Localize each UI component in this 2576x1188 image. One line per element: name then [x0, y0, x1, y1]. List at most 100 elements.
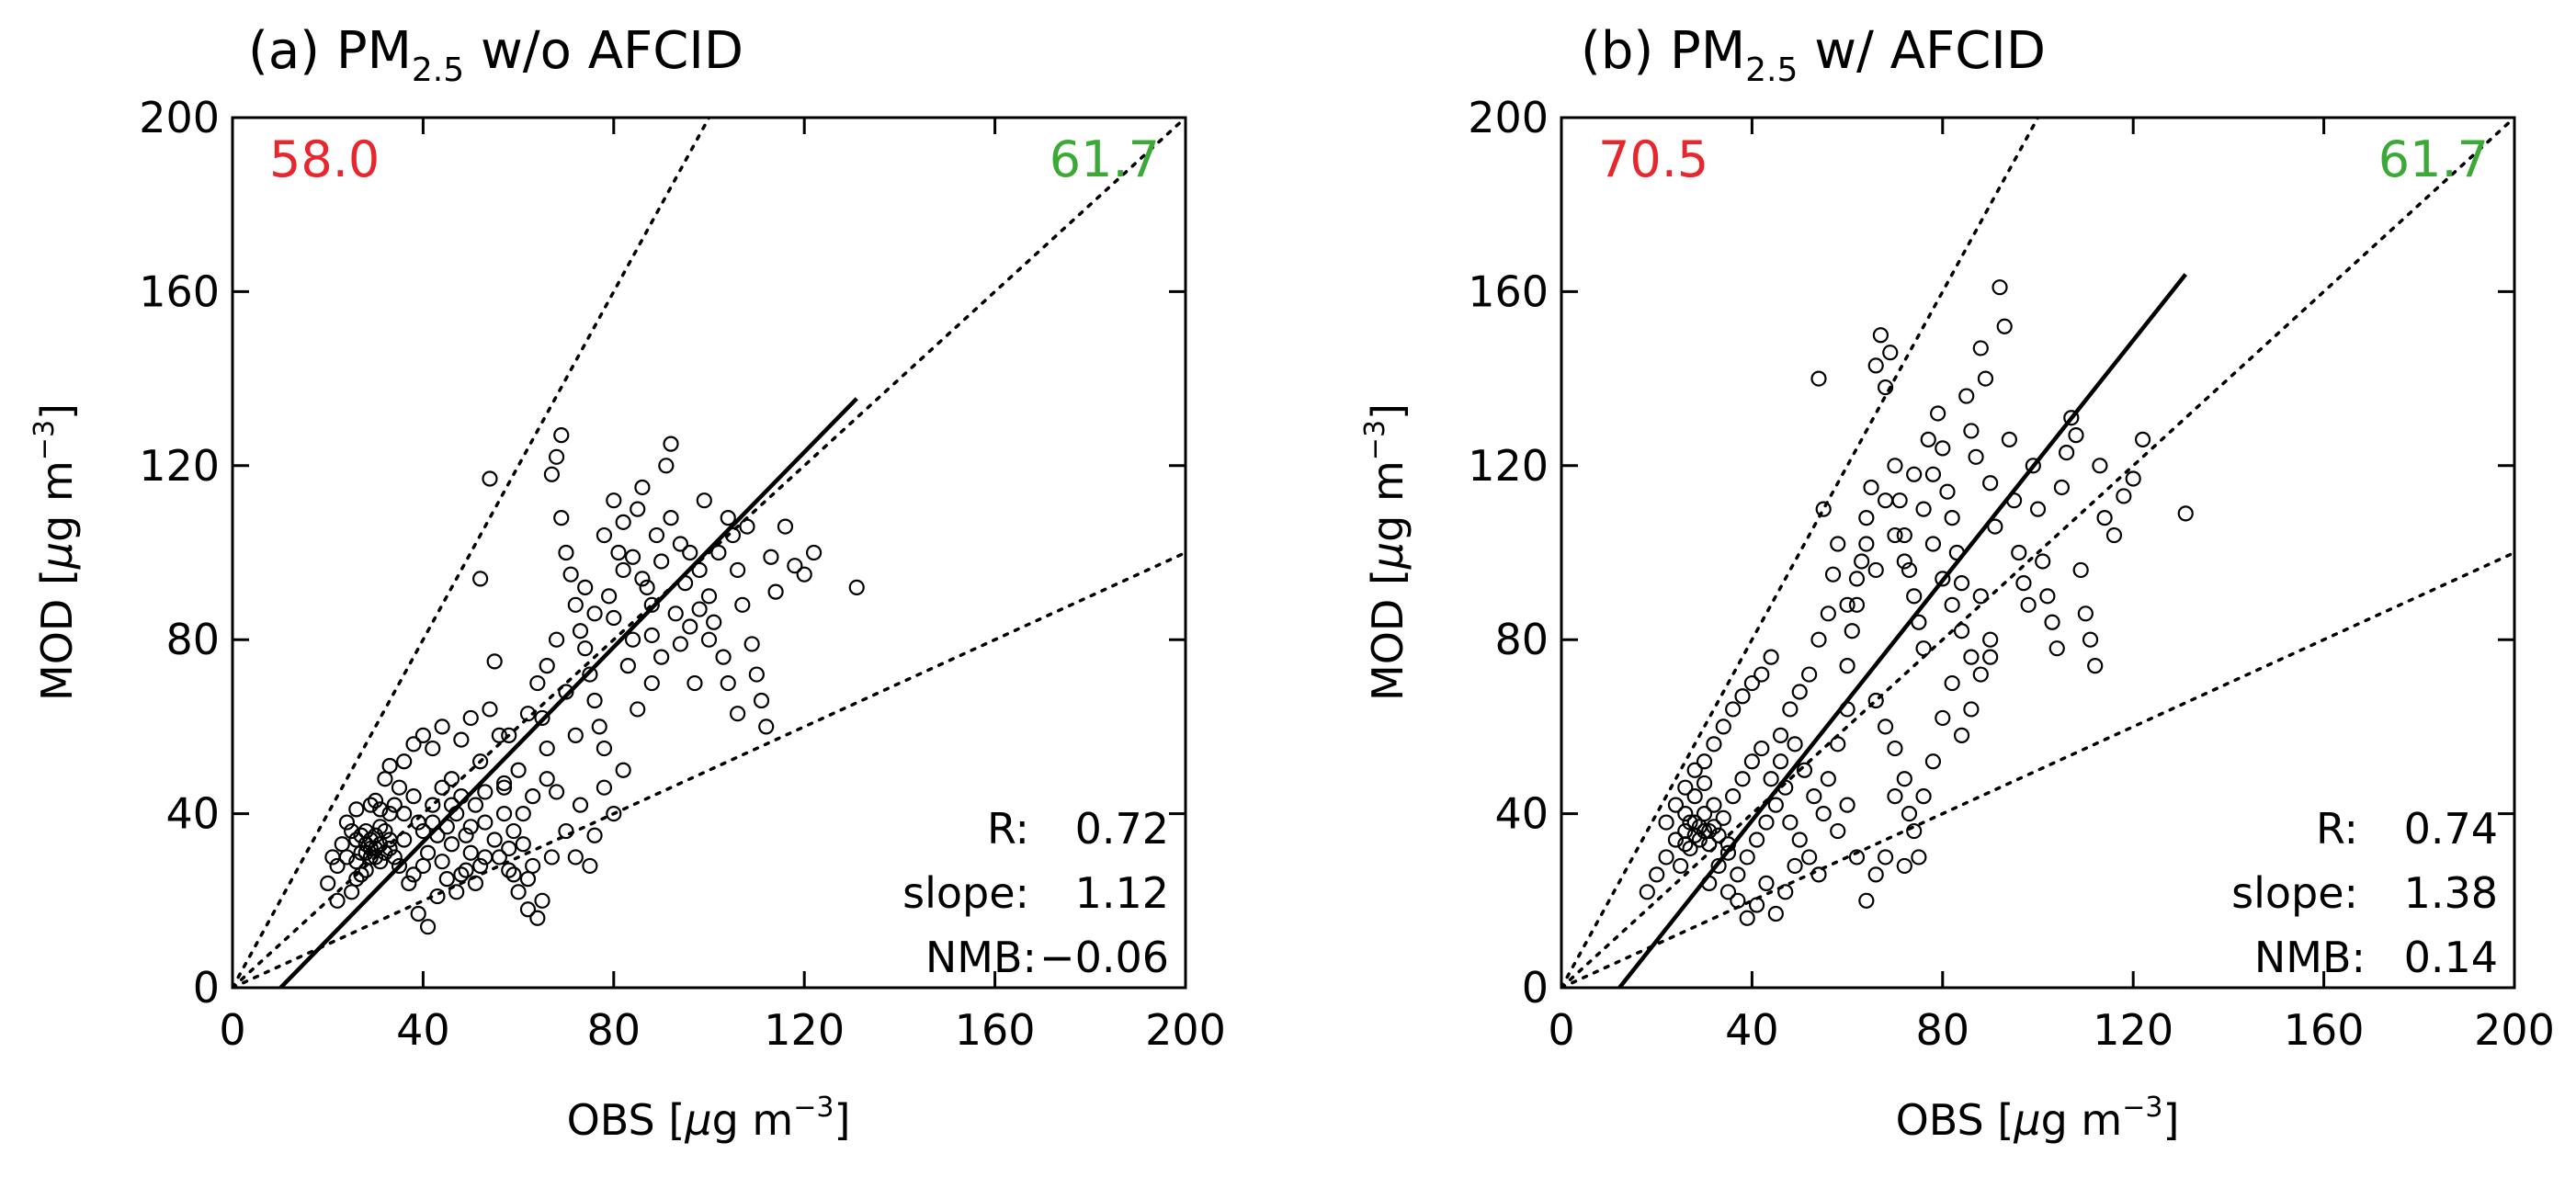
data-point	[848, 579, 865, 595]
data-point	[730, 706, 746, 722]
data-point	[610, 544, 627, 561]
data-point	[1667, 797, 1685, 813]
data-point	[510, 884, 527, 900]
data-point	[1696, 775, 1713, 792]
y-tick-label: 200	[1468, 93, 1549, 142]
data-point	[477, 849, 494, 866]
data-point	[639, 579, 655, 595]
data-point	[1677, 779, 1694, 796]
data-point	[2092, 458, 2108, 474]
data-point	[653, 649, 670, 665]
data-point	[1863, 479, 1879, 496]
data-point	[682, 544, 698, 561]
data-point	[1887, 526, 1903, 544]
data-point	[1777, 884, 1794, 900]
data-point	[1719, 884, 1737, 900]
data-point	[663, 510, 679, 526]
data-point	[582, 666, 598, 683]
data-point	[2096, 510, 2113, 526]
data-point	[582, 857, 598, 875]
data-point	[1673, 857, 1689, 875]
data-point	[453, 731, 470, 748]
data-point	[1782, 701, 1799, 718]
data-point	[1691, 819, 1708, 835]
data-point	[767, 583, 784, 600]
data-point	[472, 571, 489, 587]
data-point	[1767, 905, 1784, 922]
panel-a-obs-mean: 61.7	[1050, 130, 1160, 188]
data-point	[1649, 866, 1665, 883]
data-point	[1758, 875, 1775, 891]
data-point	[2001, 431, 2017, 447]
data-point	[1830, 822, 1846, 840]
data-point	[1867, 692, 1884, 709]
data-point	[2105, 526, 2123, 544]
data-point	[562, 566, 579, 583]
panel-a-y-axis-title: MOD [μg m−3]	[28, 403, 82, 701]
data-point	[429, 888, 446, 905]
data-point	[529, 674, 546, 692]
reference-line	[233, 550, 1186, 988]
panel-a-nmb-label: NMB:	[925, 933, 1037, 982]
data-point	[491, 727, 507, 743]
data-point	[515, 805, 531, 822]
data-point	[486, 832, 503, 848]
data-point	[2087, 658, 2104, 674]
data-point	[1891, 492, 1908, 509]
data-point	[1677, 836, 1694, 853]
data-point	[577, 640, 594, 657]
data-point	[1767, 797, 1784, 813]
data-point	[519, 706, 537, 722]
data-point	[386, 797, 403, 813]
data-point	[667, 605, 684, 622]
data-point	[1706, 797, 1722, 813]
data-point	[419, 844, 437, 861]
data-point	[630, 501, 646, 517]
data-point	[1953, 575, 1970, 592]
data-point	[458, 862, 474, 878]
data-point	[1701, 822, 1718, 840]
data-point	[720, 510, 736, 526]
data-point	[1901, 805, 1918, 822]
data-point	[1658, 849, 1674, 866]
data-point	[353, 844, 369, 861]
data-point	[606, 609, 622, 627]
data-point	[486, 653, 503, 670]
data-point	[586, 692, 603, 709]
data-point	[410, 905, 426, 922]
data-point	[462, 709, 479, 727]
data-point	[567, 596, 584, 613]
panel-b-frame	[1560, 116, 2516, 990]
panel-b-clipped-layer	[1561, 118, 2514, 988]
data-point	[687, 674, 703, 692]
data-point	[2082, 631, 2099, 648]
data-point	[724, 526, 742, 544]
data-point	[1696, 753, 1713, 770]
data-point	[1877, 849, 1894, 866]
data-point	[348, 801, 365, 818]
data-point	[2059, 444, 2075, 461]
panel-a-plot-area	[233, 118, 1186, 988]
data-point	[1877, 379, 1894, 396]
data-point	[462, 819, 479, 835]
data-point	[706, 614, 722, 630]
data-point	[377, 771, 393, 787]
data-point	[396, 832, 413, 848]
y-tick-label: 80	[165, 615, 220, 664]
data-point	[405, 788, 422, 805]
data-point	[615, 514, 631, 530]
data-point	[1848, 596, 1866, 613]
data-point	[534, 709, 550, 727]
data-point	[510, 762, 527, 778]
data-point	[1896, 553, 1912, 570]
data-point	[1772, 753, 1789, 770]
y-tick-label: 0	[1522, 963, 1549, 1013]
data-point	[2025, 458, 2041, 474]
data-point	[377, 822, 393, 840]
data-point	[1658, 814, 1674, 831]
data-point	[525, 857, 541, 875]
data-point	[1753, 740, 1770, 757]
data-point	[1839, 596, 1855, 613]
data-point	[1953, 727, 1970, 743]
